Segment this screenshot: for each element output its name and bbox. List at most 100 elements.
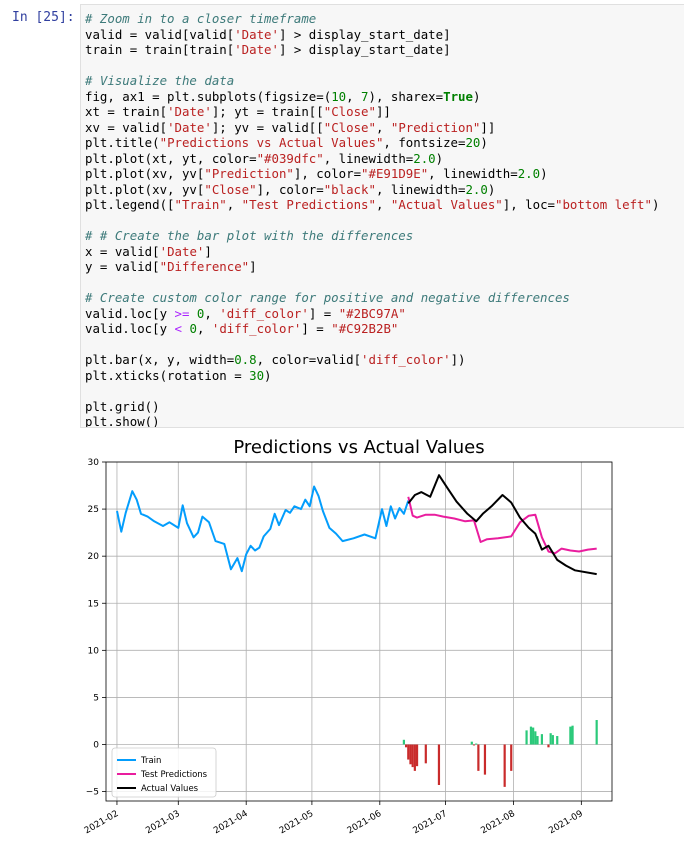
code-token: , linewidth=: [375, 181, 466, 197]
code-token: ): [540, 166, 548, 181]
code-token: 'diff_color': [219, 305, 309, 321]
code-token: plt.bar(x, y, width=: [85, 352, 235, 367]
difference-bar: [532, 727, 535, 745]
code-token: train = train[train[: [85, 42, 235, 57]
series-line-1: [407, 496, 597, 555]
code-line: [85, 383, 684, 399]
code-line: valid = valid[valid['Date'] > display_st…: [85, 27, 684, 43]
code-token: valid.loc[y: [85, 321, 175, 336]
code-token: ] > display_start_date]: [278, 26, 451, 42]
legend-entry: Train: [140, 756, 161, 766]
code-token: 'diff_color': [211, 321, 302, 336]
code-token: ]]: [480, 119, 496, 135]
code-token: plt.show(): [85, 414, 160, 428]
code-token: ]: [204, 243, 212, 259]
code-token: "#039dfc": [256, 150, 324, 166]
code-token: "bottom left": [555, 197, 652, 212]
code-line: train = train[train['Date'] > display_st…: [85, 42, 684, 58]
code-token: ), sharex=: [368, 88, 444, 104]
code-token: fig, ax1 = plt.subplots(figsize=(: [85, 88, 332, 104]
code-line: plt.plot(xv, yv["Close"], color="black",…: [85, 182, 684, 198]
code-editor[interactable]: # Zoom in to a closer timeframe valid = v…: [81, 5, 684, 428]
difference-bar: [404, 744, 408, 748]
code-token: ] =: [308, 305, 339, 321]
code-token: 'diff_color': [361, 352, 451, 367]
x-tick-label: 2021-02: [83, 809, 121, 836]
chart: Predictions vs Actual Values −5 0 5 10 15 20 25…: [83, 437, 613, 837]
code-cell[interactable]: # Zoom in to a closer timeframe valid = v…: [80, 4, 684, 428]
y-tick-label: 0: [93, 741, 99, 751]
x-tick-label: 2021-03: [144, 809, 182, 836]
code-token: plt.plot(xt, yt, color=: [85, 150, 257, 166]
code-token: 2.0: [517, 166, 541, 181]
code-token: 2.0: [413, 150, 436, 166]
difference-bar: [413, 744, 416, 771]
difference-bar: [477, 744, 480, 771]
difference-bar: [437, 744, 441, 785]
code-token: , fontsize=: [383, 135, 466, 150]
difference-bar: [536, 736, 539, 745]
difference-bar: [556, 736, 559, 745]
difference-bar: [549, 733, 552, 745]
code-line: # Zoom in to a closer timeframe: [85, 11, 684, 27]
x-tick-label: 2021-04: [212, 809, 250, 837]
code-line: plt.xticks(rotation = 30): [85, 368, 684, 384]
code-token: ): [651, 197, 660, 212]
code-token: valid.loc[y: [85, 305, 175, 321]
code-line: plt.show(): [85, 414, 684, 428]
cell-prompt: In [25]:: [12, 10, 75, 25]
code-token: "Prediction": [390, 119, 481, 135]
series-line-2: [407, 474, 597, 576]
y-tick-label: 25: [88, 505, 99, 515]
x-tick-label: 2021-08: [479, 809, 517, 837]
code-line: [85, 337, 684, 353]
code-token: 'Date': [234, 26, 279, 42]
code-token: 2.0: [465, 181, 488, 197]
axes-frame: [105, 461, 613, 802]
code-token: "Close": [204, 181, 257, 197]
code-token: # # Create the bar plot with the differe…: [85, 228, 414, 243]
x-tick-label: 2021-06: [346, 809, 384, 837]
difference-bar: [407, 744, 410, 760]
difference-bar: [470, 741, 473, 745]
difference-bar: [540, 734, 544, 745]
x-tick-label: 2021-07: [411, 809, 449, 836]
code-token: ): [480, 135, 488, 150]
difference-bar: [569, 726, 572, 745]
code-token: "Difference": [159, 259, 250, 274]
code-line: plt.grid(): [85, 399, 684, 415]
code-token: xt = train[: [85, 104, 168, 119]
code-line: [85, 213, 684, 229]
y-tick-label: −5: [86, 788, 99, 798]
difference-bar: [402, 739, 406, 745]
code-token: "Close": [323, 119, 376, 135]
code-line: x = valid['Date']: [85, 244, 684, 260]
code-line: xv = valid['Date']; yv = valid[["Close",…: [85, 120, 684, 136]
code-token: "#E91D9E": [361, 166, 429, 181]
code-token: "#C92B2B": [331, 321, 399, 336]
code-token: valid = valid[valid[: [85, 26, 235, 42]
difference-bar: [547, 744, 550, 748]
difference-bar: [595, 720, 598, 745]
code-token: ,: [204, 305, 220, 321]
code-token: plt.grid(): [85, 398, 160, 414]
code-line: xt = train['Date']; yt = train[["Close"]…: [85, 104, 684, 120]
difference-bar: [472, 744, 476, 746]
difference-bar: [424, 744, 427, 764]
code-token: 20: [465, 135, 481, 150]
difference-bar: [525, 730, 528, 745]
code-token: "Predictions vs Actual Values": [159, 135, 384, 150]
code-token: 0: [196, 305, 205, 321]
difference-bar: [551, 735, 554, 745]
code-token: 30: [249, 367, 265, 383]
code-token: "Prediction": [204, 166, 294, 181]
code-token: <: [174, 321, 182, 336]
code-token: ]]: [375, 104, 391, 119]
code-token: 'Date': [167, 119, 212, 135]
code-token: xv = valid[: [85, 119, 168, 135]
legend-entry: Actual Values: [141, 784, 199, 794]
series-line-0: [116, 485, 410, 573]
code-token: ]; yv = valid[[: [211, 119, 324, 135]
y-tick-label: 20: [88, 552, 100, 562]
code-line: plt.bar(x, y, width=0.8, color=valid['di…: [85, 352, 684, 368]
